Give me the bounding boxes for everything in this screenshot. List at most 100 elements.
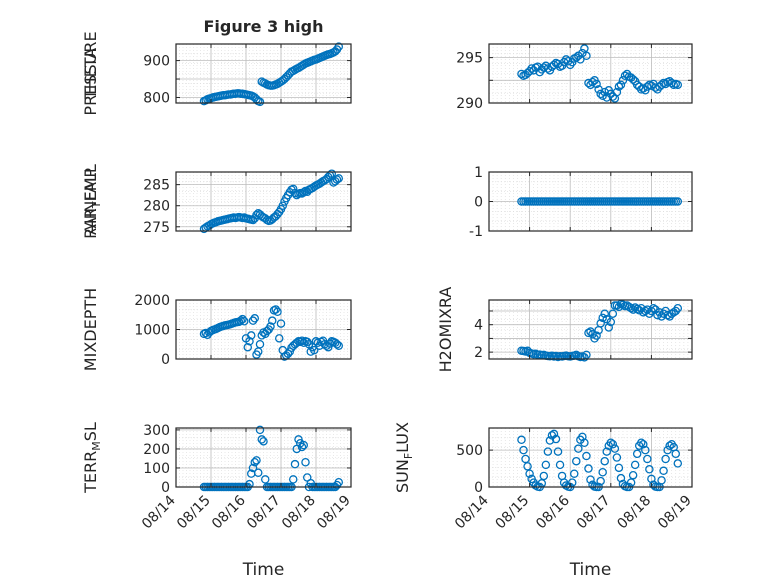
y-tick-label: 1 [474, 165, 483, 181]
data-point [545, 436, 555, 445]
data-point [523, 462, 532, 471]
y-tick-label: 800 [143, 90, 170, 106]
data-point [596, 89, 605, 99]
data-point [602, 447, 611, 456]
data-point [634, 306, 644, 315]
data-point [657, 476, 666, 485]
series-markers [199, 305, 343, 361]
data-point [606, 317, 616, 327]
y-tick-label: 295 [456, 51, 483, 67]
data-point [673, 80, 683, 90]
data-point [620, 71, 630, 81]
data-point [246, 331, 256, 340]
data-point [628, 470, 638, 480]
data-point [260, 475, 270, 484]
x-tick-label: 08/15 [174, 493, 214, 533]
data-point [647, 474, 656, 484]
x-tick-label: 08/19 [655, 493, 695, 533]
data-point [201, 328, 210, 338]
data-point [299, 338, 308, 348]
data-point [253, 468, 263, 477]
y-tick-label: 2 [474, 345, 483, 361]
x-tick-label: 08/14 [139, 492, 179, 532]
data-point [578, 432, 587, 442]
subplot-7: 0 100 200 300 08/1408/1508/1608/1708/1808/19… [81, 422, 354, 580]
data-point [259, 437, 268, 446]
data-point [580, 353, 589, 362]
y-tick-label: 2000 [134, 293, 170, 309]
data-point [257, 435, 266, 444]
data-point [250, 458, 259, 467]
data-point [266, 322, 275, 331]
data-point [598, 467, 607, 477]
data-point [248, 463, 258, 473]
axes-box [488, 299, 693, 360]
data-point [614, 82, 624, 91]
data-point [255, 339, 265, 349]
x-axis-label: Time [242, 560, 285, 580]
data-point [543, 64, 553, 73]
y-tick-label: 280 [143, 199, 170, 215]
data-point [245, 337, 254, 346]
data-point [519, 445, 528, 455]
data-point [639, 84, 648, 93]
data-point [600, 87, 609, 97]
data-point [612, 453, 622, 462]
y-tick-label: 900 [143, 54, 170, 70]
y-tick-label: 100 [143, 461, 170, 477]
data-point [290, 459, 300, 469]
data-point [608, 309, 618, 318]
data-point [527, 64, 536, 73]
data-point [288, 475, 298, 484]
y-axis-label: PRESSURE [81, 31, 100, 115]
data-point [637, 438, 646, 447]
y-tick-label: 200 [143, 442, 170, 458]
x-tick-label: 08/18 [279, 493, 319, 533]
data-point [574, 444, 583, 453]
data-point [276, 319, 286, 328]
data-point [273, 307, 282, 317]
y-tick-label: 300 [143, 423, 170, 439]
data-point [278, 201, 287, 210]
series-markers [517, 299, 683, 362]
axes-box [488, 427, 693, 488]
data-point [299, 187, 308, 197]
x-tick-label: 08/16 [533, 492, 573, 532]
data-point [649, 303, 658, 313]
data-point [236, 316, 245, 325]
data-point [299, 440, 308, 450]
data-point [334, 42, 343, 51]
data-point [643, 305, 652, 314]
data-point [584, 464, 593, 473]
series-markers [517, 44, 683, 103]
data-point [521, 454, 530, 464]
data-point [250, 314, 259, 323]
data-point [586, 475, 595, 484]
data-point [661, 454, 670, 464]
data-point [588, 77, 597, 87]
subplot-4: -1 0 1 RAINFALL [81, 164, 693, 240]
data-point [332, 175, 342, 184]
data-point [334, 477, 343, 487]
y-tick-label: 0 [161, 480, 170, 496]
data-point [673, 303, 683, 313]
data-point [243, 342, 252, 352]
y-tick-label: -1 [469, 224, 483, 240]
data-point [549, 429, 559, 439]
y-tick-label: 0 [474, 480, 483, 496]
x-tick-label: 08/18 [614, 493, 654, 533]
y-axis-label: H2OMIXRA [436, 287, 455, 373]
x-tick-label: 08/17 [574, 493, 614, 533]
data-point [301, 458, 310, 467]
subplot-2: 290 295 THETA [81, 43, 693, 112]
y-tick-label: 0 [474, 195, 483, 211]
y-axis-label: SUNFLUX [393, 422, 415, 493]
data-point [572, 456, 581, 466]
data-point [659, 466, 668, 476]
data-point [647, 81, 656, 91]
data-point [608, 439, 618, 449]
y-tick-label: 275 [143, 220, 170, 236]
axes-box [175, 43, 352, 104]
y-axis-label: TERRMSL [81, 422, 103, 494]
